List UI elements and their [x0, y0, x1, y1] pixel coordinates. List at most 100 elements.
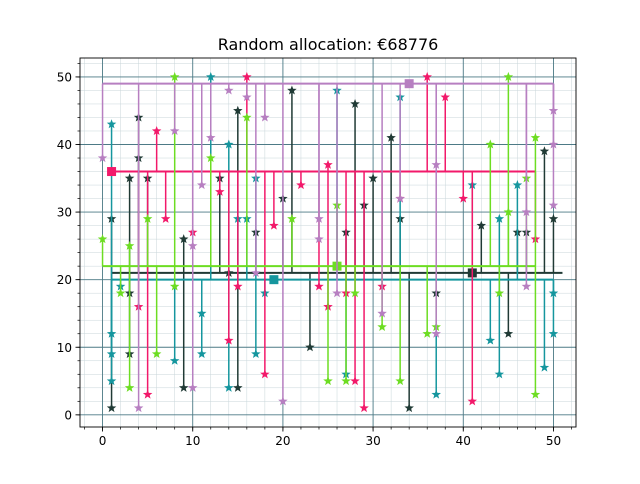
- customer-star-marker: [106, 403, 117, 413]
- series-4: [97, 79, 559, 413]
- customer-star-marker: [395, 193, 405, 203]
- customer-star-marker: [314, 234, 324, 244]
- customer-star-marker: [314, 213, 324, 223]
- customer-star-marker: [377, 321, 387, 332]
- customer-star-marker: [142, 213, 153, 223]
- customer-star-marker: [287, 85, 297, 95]
- customer-star-marker: [115, 288, 126, 298]
- customer-star-marker: [359, 403, 369, 413]
- customer-star-marker: [206, 153, 216, 163]
- customer-star-marker: [521, 281, 532, 291]
- customer-star-marker: [494, 288, 505, 298]
- customer-star-marker: [395, 376, 405, 386]
- customer-star-marker: [233, 105, 243, 115]
- customer-star-marker: [160, 213, 171, 223]
- customer-star-marker: [269, 220, 279, 230]
- customer-star-marker: [548, 200, 559, 210]
- customer-star-marker: [196, 308, 207, 318]
- customer-star-marker: [97, 234, 108, 244]
- customer-star-marker: [323, 376, 333, 386]
- customer-star-marker: [494, 369, 505, 379]
- customer-star-marker: [341, 376, 351, 386]
- customer-star-marker: [485, 335, 496, 345]
- customer-star-marker: [512, 180, 523, 190]
- customer-star-marker: [224, 139, 234, 149]
- customer-star-marker: [178, 234, 189, 244]
- customer-star-marker: [124, 240, 135, 250]
- x-tick-label: 0: [99, 434, 107, 448]
- customer-star-marker: [242, 71, 252, 81]
- customer-star-marker: [151, 349, 162, 359]
- y-tick-label: 20: [57, 273, 72, 287]
- facility-square-marker: [404, 79, 414, 89]
- customer-star-marker: [178, 382, 189, 392]
- customer-star-marker: [169, 355, 180, 365]
- customer-star-marker: [224, 382, 234, 392]
- customer-star-marker: [350, 98, 360, 108]
- customer-star-marker: [386, 132, 396, 142]
- x-tick-label: 30: [365, 434, 380, 448]
- customer-star-marker: [233, 281, 243, 291]
- customer-star-marker: [251, 267, 261, 277]
- customer-star-marker: [260, 112, 270, 122]
- customer-star-marker: [196, 180, 207, 190]
- customer-star-marker: [106, 349, 117, 359]
- chart-title: Random allocation: €68776: [218, 35, 439, 54]
- customer-star-marker: [476, 220, 487, 230]
- customer-star-marker: [431, 159, 441, 169]
- x-tick-label: 50: [546, 434, 561, 448]
- customer-star-marker: [305, 342, 315, 352]
- customer-star-marker: [233, 382, 243, 392]
- customer-star-marker: [260, 369, 270, 379]
- customer-star-marker: [206, 132, 216, 142]
- customer-star-marker: [539, 146, 550, 156]
- customer-star-marker: [242, 92, 252, 102]
- customer-star-marker: [521, 207, 532, 217]
- axes: 0 10 20 30 40 50 0 10 20 30 40 50: [57, 57, 577, 448]
- customer-star-marker: [431, 389, 441, 399]
- x-tick-label: 40: [456, 434, 471, 448]
- customer-star-marker: [251, 349, 261, 359]
- customer-star-marker: [548, 213, 559, 223]
- customer-star-marker: [133, 403, 144, 413]
- customer-star-marker: [548, 288, 559, 298]
- customer-star-marker: [458, 193, 469, 203]
- customer-star-marker: [422, 328, 432, 338]
- facility-square-marker: [269, 275, 279, 285]
- customer-star-marker: [404, 403, 414, 413]
- customer-star-marker: [169, 281, 180, 291]
- customer-star-marker: [485, 139, 496, 149]
- y-tick-label: 40: [57, 138, 72, 152]
- y-tick-label: 50: [57, 70, 72, 84]
- customer-star-marker: [350, 288, 360, 298]
- customer-star-marker: [350, 376, 360, 386]
- customer-star-marker: [548, 139, 559, 149]
- customer-star-marker: [206, 71, 216, 81]
- customer-star-marker: [422, 71, 432, 81]
- customer-star-marker: [151, 125, 162, 136]
- customer-star-marker: [368, 173, 378, 183]
- customer-star-marker: [530, 389, 541, 399]
- axes-frame: [79, 57, 577, 428]
- customer-star-marker: [124, 173, 135, 183]
- customer-star-marker: [548, 105, 559, 115]
- customer-star-marker: [187, 382, 198, 392]
- customer-star-marker: [242, 112, 252, 122]
- customer-star-marker: [503, 207, 514, 217]
- customer-star-marker: [196, 349, 207, 359]
- customer-star-marker: [467, 396, 478, 406]
- customer-star-marker: [539, 362, 550, 372]
- customer-star-marker: [124, 382, 135, 392]
- customer-star-marker: [530, 132, 541, 142]
- customer-star-marker: [440, 92, 450, 102]
- customer-star-marker: [187, 240, 198, 250]
- facility-square-marker: [107, 167, 117, 177]
- customer-star-marker: [106, 376, 117, 386]
- y-tick-label: 0: [64, 408, 72, 422]
- customer-star-marker: [503, 328, 514, 338]
- x-tick-label: 10: [185, 434, 200, 448]
- customer-star-marker: [169, 71, 180, 81]
- customer-star-marker: [278, 396, 288, 406]
